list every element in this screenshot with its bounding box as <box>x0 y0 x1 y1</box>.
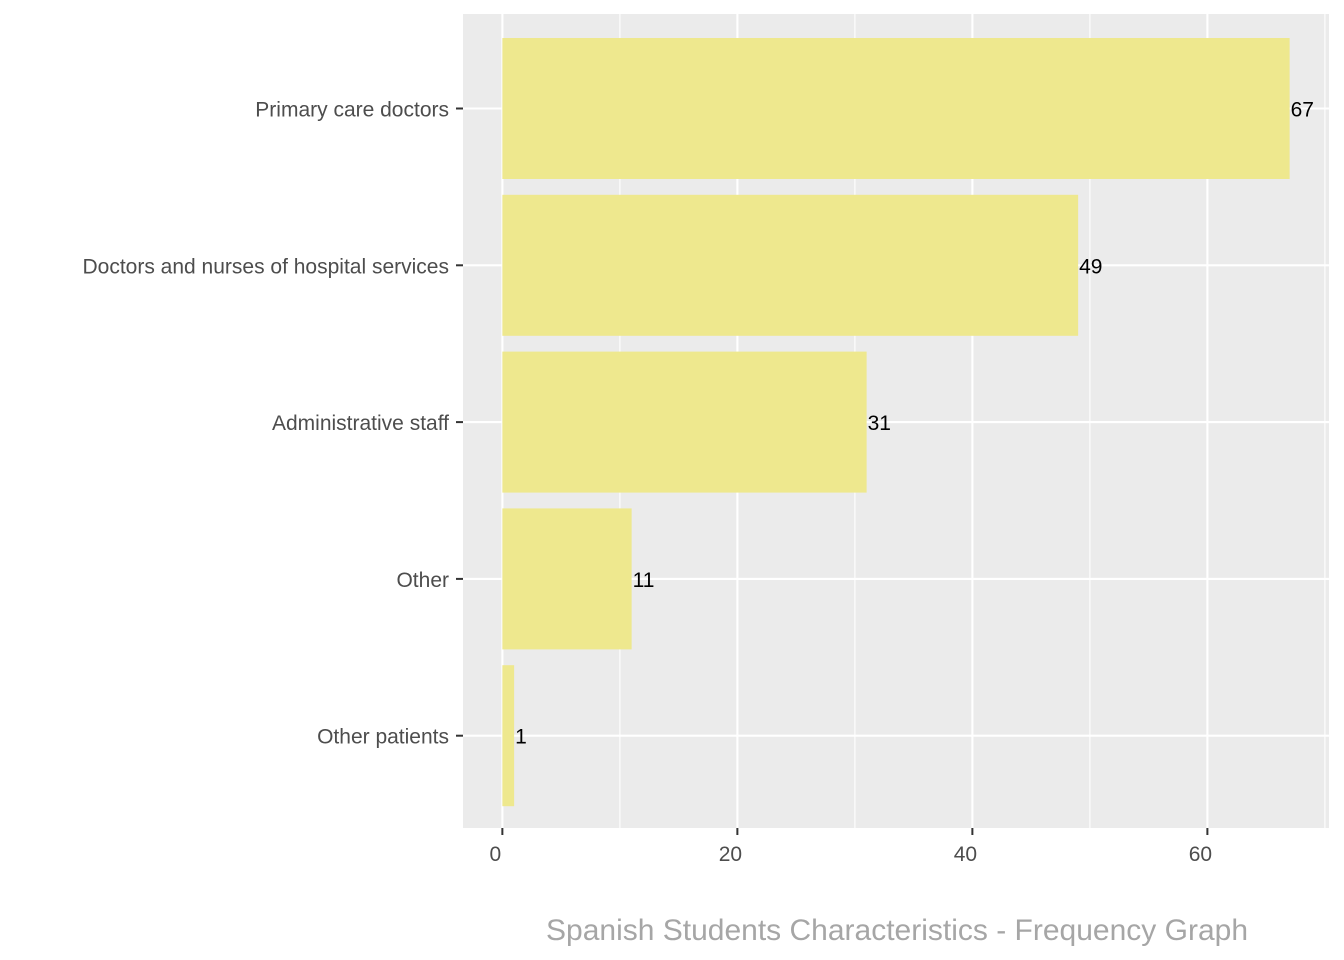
x-tick-label: 60 <box>1189 843 1212 866</box>
x-tick-label: 20 <box>719 843 742 866</box>
value-label: 11 <box>633 569 655 592</box>
bar-administrative-staff <box>502 351 867 493</box>
bar-doctors-and-nurses-of-hospital-services <box>502 194 1079 336</box>
y-tick-label: Administrative staff <box>272 412 449 435</box>
y-axis: Primary care doctors Doctors and nurses o… <box>82 99 463 749</box>
x-tick-label: 0 <box>490 843 502 866</box>
y-tick-label: Other <box>396 569 449 592</box>
bars-group <box>502 38 1290 807</box>
y-tick-label: Primary care doctors <box>255 99 449 122</box>
value-label: 49 <box>1079 255 1102 278</box>
x-tick-label: 40 <box>954 843 977 866</box>
value-label: 1 <box>515 726 527 749</box>
y-tick-label: Other patients <box>317 726 449 749</box>
bar-other <box>502 508 632 650</box>
chart-caption: Spanish Students Characteristics - Frequ… <box>546 914 1248 947</box>
y-tick-label: Doctors and nurses of hospital services <box>82 255 449 278</box>
value-label: 67 <box>1291 99 1314 122</box>
bar-other-patients <box>502 665 515 807</box>
x-axis: 0 20 40 60 <box>490 828 1212 866</box>
bar-primary-care-doctors <box>502 38 1290 179</box>
value-label: 31 <box>868 412 891 435</box>
